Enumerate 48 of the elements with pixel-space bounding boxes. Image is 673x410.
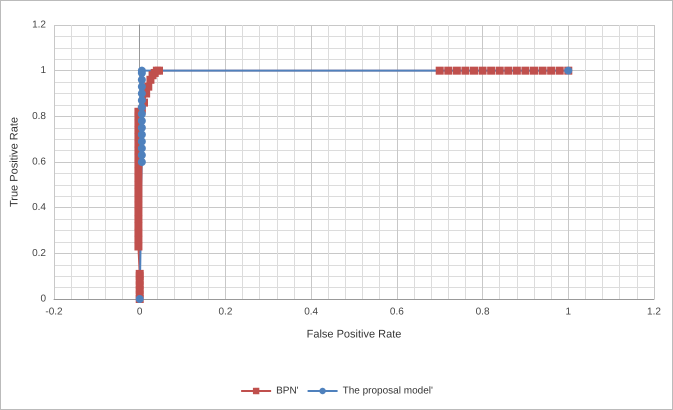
point bbox=[496, 66, 504, 75]
point bbox=[138, 130, 146, 139]
point bbox=[461, 66, 470, 75]
point bbox=[138, 90, 146, 98]
point bbox=[512, 66, 521, 75]
point bbox=[138, 76, 146, 84]
point bbox=[155, 66, 163, 75]
y-tick-label: 0.8 bbox=[32, 110, 46, 122]
point bbox=[538, 66, 547, 75]
y-tick-label: 0.2 bbox=[32, 248, 46, 259]
point bbox=[547, 66, 556, 75]
y-axis-title: True Positive Rate bbox=[8, 116, 20, 208]
point bbox=[138, 137, 146, 146]
point bbox=[452, 66, 461, 75]
point bbox=[138, 158, 146, 166]
y-tick-label: 1.2 bbox=[32, 20, 46, 30]
point bbox=[444, 66, 452, 75]
y-tick-label: 0.6 bbox=[32, 156, 46, 168]
y-tick-label: 0 bbox=[40, 294, 46, 304]
point bbox=[478, 66, 487, 75]
x-axis-title: False Positive Rate bbox=[306, 328, 402, 340]
x-tick-label: -0.2 bbox=[45, 306, 64, 318]
point bbox=[138, 110, 146, 118]
x-tick-label: 1 bbox=[566, 306, 572, 318]
point bbox=[530, 66, 538, 75]
point bbox=[521, 66, 530, 75]
point bbox=[504, 66, 512, 75]
point bbox=[470, 66, 478, 75]
x-tick-label: 0 bbox=[136, 306, 143, 318]
x-tick-label: 0.4 bbox=[304, 306, 319, 318]
legend-label: The proposal model' bbox=[342, 386, 433, 396]
point bbox=[487, 66, 496, 75]
y-tick-label: 0.4 bbox=[32, 202, 46, 214]
point bbox=[138, 124, 146, 132]
point bbox=[138, 151, 146, 160]
point bbox=[138, 144, 146, 152]
x-tick-label: 0.8 bbox=[476, 306, 490, 318]
point bbox=[138, 96, 146, 104]
x-tick-label: 0.2 bbox=[218, 306, 233, 318]
x-tick-label: 1.2 bbox=[647, 306, 662, 318]
x-tick-label: 0.6 bbox=[390, 306, 404, 318]
point bbox=[556, 66, 564, 75]
point bbox=[136, 270, 144, 278]
point bbox=[138, 116, 146, 125]
point bbox=[138, 82, 146, 91]
point bbox=[436, 66, 444, 75]
legend-label: BPN' bbox=[276, 386, 299, 396]
y-tick-label: 1 bbox=[40, 65, 46, 76]
